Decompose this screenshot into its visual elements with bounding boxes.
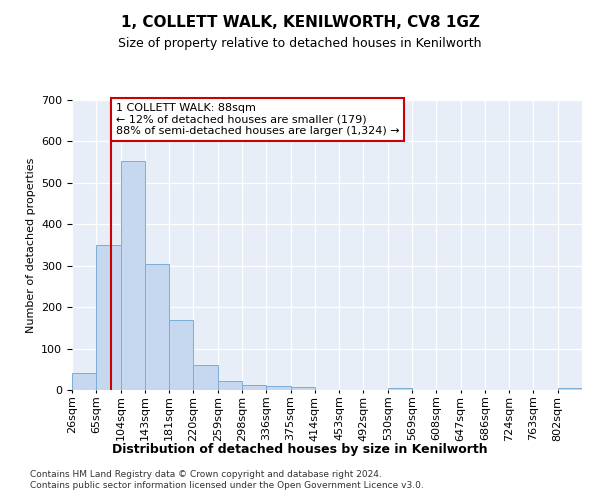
Text: Distribution of detached houses by size in Kenilworth: Distribution of detached houses by size … bbox=[112, 442, 488, 456]
Bar bbox=[72, 372, 96, 390]
Bar bbox=[193, 365, 218, 390]
Bar bbox=[242, 385, 266, 390]
Bar bbox=[121, 161, 145, 390]
Bar bbox=[218, 381, 242, 390]
Text: Contains HM Land Registry data © Crown copyright and database right 2024.: Contains HM Land Registry data © Crown c… bbox=[30, 470, 382, 479]
Bar bbox=[558, 388, 582, 390]
Text: 1 COLLETT WALK: 88sqm
← 12% of detached houses are smaller (179)
88% of semi-det: 1 COLLETT WALK: 88sqm ← 12% of detached … bbox=[116, 103, 400, 136]
Bar bbox=[96, 245, 121, 390]
Bar bbox=[290, 387, 315, 390]
Text: Size of property relative to detached houses in Kenilworth: Size of property relative to detached ho… bbox=[118, 38, 482, 51]
Y-axis label: Number of detached properties: Number of detached properties bbox=[26, 158, 35, 332]
Text: Contains public sector information licensed under the Open Government Licence v3: Contains public sector information licen… bbox=[30, 481, 424, 490]
Bar bbox=[145, 264, 169, 390]
Bar bbox=[388, 388, 412, 390]
Text: 1, COLLETT WALK, KENILWORTH, CV8 1GZ: 1, COLLETT WALK, KENILWORTH, CV8 1GZ bbox=[121, 15, 479, 30]
Bar bbox=[266, 386, 290, 390]
Bar bbox=[169, 320, 193, 390]
